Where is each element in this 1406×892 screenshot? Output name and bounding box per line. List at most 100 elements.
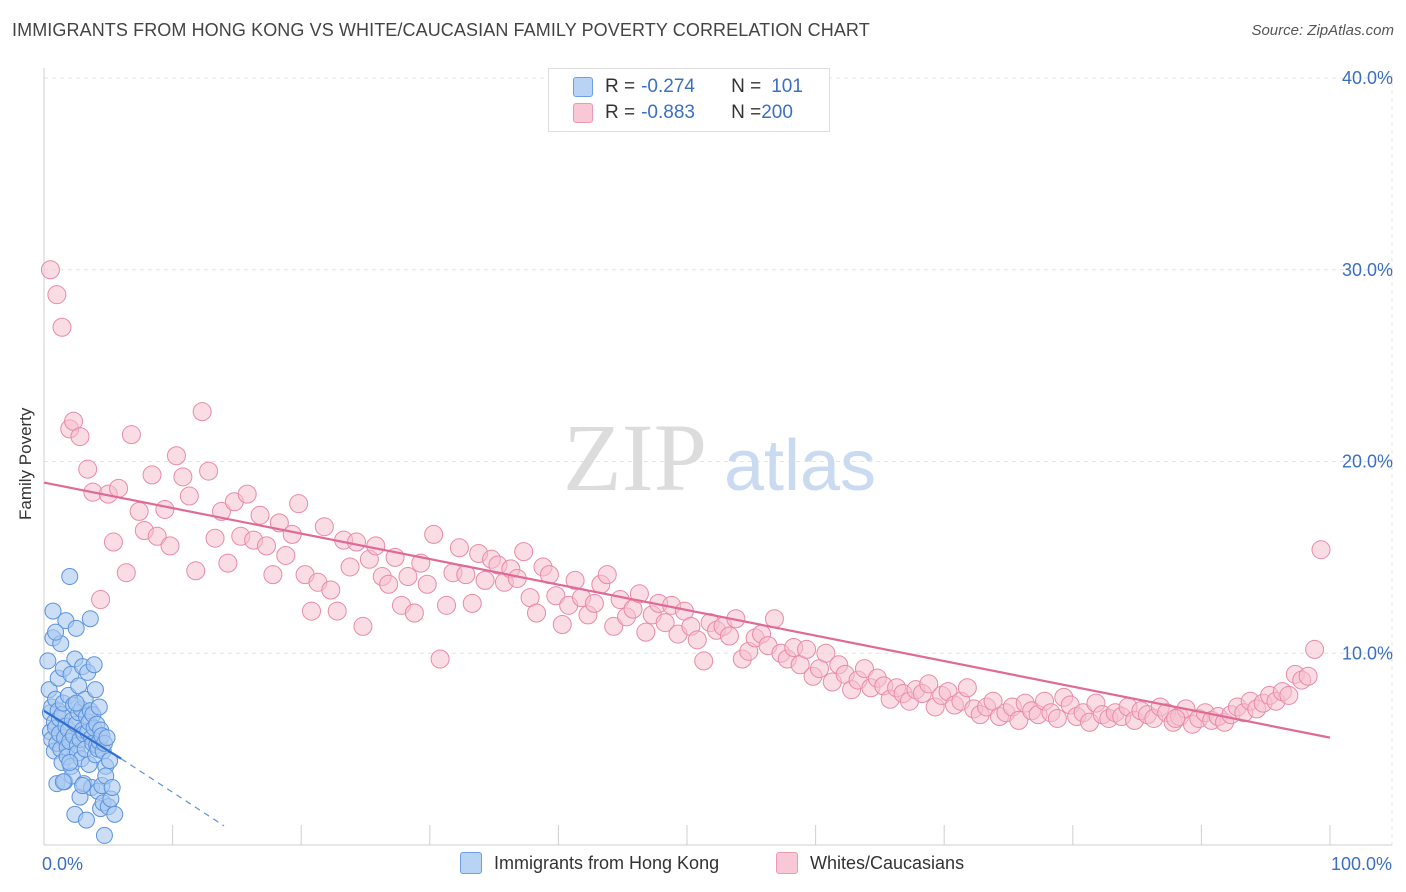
legend-row-hong-kong: R = -0.274 N = 101 bbox=[573, 75, 803, 99]
point-whites bbox=[78, 459, 98, 479]
point-whites bbox=[655, 613, 675, 633]
x-tick-labels: 0.0% 100.0% bbox=[42, 854, 1392, 874]
point-whites bbox=[552, 614, 572, 634]
point-whites bbox=[417, 574, 437, 594]
point-whites bbox=[250, 505, 270, 525]
point-hong-kong bbox=[44, 602, 62, 620]
point-whites bbox=[109, 478, 129, 498]
legend-n-value: 101 bbox=[771, 76, 803, 97]
point-whites bbox=[527, 603, 547, 623]
chart-title: IMMIGRANTS FROM HONG KONG VS WHITE/CAUCA… bbox=[12, 20, 870, 40]
point-whites bbox=[584, 593, 604, 613]
y-tick-label: 40.0% bbox=[1342, 68, 1393, 88]
point-whites bbox=[301, 601, 321, 621]
point-whites bbox=[597, 565, 617, 585]
point-whites bbox=[629, 584, 649, 604]
legend-item-hong-kong: Immigrants from Hong Kong bbox=[460, 852, 719, 874]
point-whites bbox=[147, 526, 167, 546]
point-whites bbox=[155, 499, 175, 519]
legend-n-label: N = bbox=[731, 76, 762, 97]
point-whites bbox=[314, 517, 334, 537]
legend-r-label: R = bbox=[605, 76, 636, 97]
point-whites bbox=[70, 427, 90, 447]
point-whites bbox=[205, 528, 225, 548]
legend-label-whites: Whites/Caucasians bbox=[810, 852, 965, 873]
point-whites bbox=[218, 553, 238, 573]
legend-r-value: -0.883 bbox=[641, 102, 695, 123]
point-hong-kong bbox=[67, 619, 85, 637]
point-whites bbox=[166, 446, 186, 466]
point-whites bbox=[179, 486, 199, 506]
x-tick-label: 0.0% bbox=[42, 854, 83, 874]
legend-swatch-pink bbox=[573, 103, 593, 123]
point-hong-kong bbox=[98, 729, 116, 747]
series-whites-caucasians-points bbox=[40, 260, 1331, 734]
series-hong-kong-points bbox=[39, 568, 124, 844]
point-whites bbox=[1009, 710, 1029, 730]
point-whites bbox=[121, 425, 141, 445]
point-hong-kong bbox=[106, 805, 124, 823]
point-whites bbox=[256, 536, 276, 556]
point-whites bbox=[160, 536, 180, 556]
watermark-atlas: atlas bbox=[724, 426, 876, 506]
point-hong-kong bbox=[61, 568, 79, 586]
point-hong-kong bbox=[61, 754, 79, 772]
series-legend: Immigrants from Hong Kong Whites/Caucasi… bbox=[0, 852, 1406, 876]
correlation-legend: R = -0.274 N = 101 R = -0.883 N = 200 bbox=[548, 68, 830, 132]
legend-swatch-blue bbox=[460, 852, 482, 874]
legend-label-hong-kong: Immigrants from Hong Kong bbox=[494, 852, 720, 873]
point-whites bbox=[1305, 639, 1325, 659]
point-whites bbox=[430, 649, 450, 669]
point-whites bbox=[694, 651, 714, 671]
point-whites bbox=[475, 570, 495, 590]
point-whites bbox=[565, 570, 585, 590]
point-hong-kong bbox=[85, 656, 103, 674]
point-whites bbox=[687, 630, 707, 650]
point-whites bbox=[263, 565, 283, 585]
source-label: Source: ZipAtlas.com bbox=[1251, 22, 1394, 39]
point-whites bbox=[957, 678, 977, 698]
point-whites bbox=[797, 639, 817, 659]
point-whites bbox=[346, 532, 366, 552]
point-whites bbox=[1311, 540, 1331, 560]
y-tick-label: 30.0% bbox=[1342, 260, 1393, 280]
point-whites bbox=[327, 601, 347, 621]
point-whites bbox=[173, 467, 193, 487]
point-whites bbox=[289, 494, 309, 514]
point-whites bbox=[424, 524, 444, 544]
point-hong-kong bbox=[39, 652, 57, 670]
x-tick-label: 100.0% bbox=[1331, 854, 1392, 874]
trend-line-whites bbox=[43, 481, 1331, 739]
point-hong-kong bbox=[81, 610, 99, 628]
point-whites bbox=[462, 593, 482, 613]
point-whites bbox=[379, 574, 399, 594]
point-hong-kong bbox=[67, 694, 85, 712]
point-whites bbox=[47, 285, 67, 305]
point-whites bbox=[186, 561, 206, 581]
point-whites bbox=[1279, 685, 1299, 705]
point-whites bbox=[764, 609, 784, 629]
point-hong-kong bbox=[95, 826, 113, 844]
legend-swatch-pink bbox=[776, 852, 798, 874]
point-whites bbox=[546, 586, 566, 606]
point-whites bbox=[353, 616, 373, 636]
point-hong-kong bbox=[54, 773, 72, 791]
watermark: ZIP atlas bbox=[563, 404, 876, 511]
point-whites bbox=[604, 616, 624, 636]
legend-row-whites: R = -0.883 N = 200 bbox=[573, 101, 793, 125]
point-whites bbox=[398, 567, 418, 587]
point-whites bbox=[116, 563, 136, 583]
point-whites bbox=[816, 643, 836, 663]
legend-n-value: 200 bbox=[761, 102, 793, 123]
point-whites bbox=[237, 484, 257, 504]
point-hong-kong bbox=[103, 778, 121, 796]
point-hong-kong bbox=[77, 811, 95, 829]
legend-n-label: N = bbox=[731, 102, 762, 123]
point-whites bbox=[919, 674, 939, 694]
trend-lines bbox=[43, 481, 1331, 827]
point-whites bbox=[276, 545, 296, 565]
point-hong-kong bbox=[47, 623, 65, 641]
point-hong-kong bbox=[90, 698, 108, 716]
point-whites bbox=[1298, 666, 1318, 686]
